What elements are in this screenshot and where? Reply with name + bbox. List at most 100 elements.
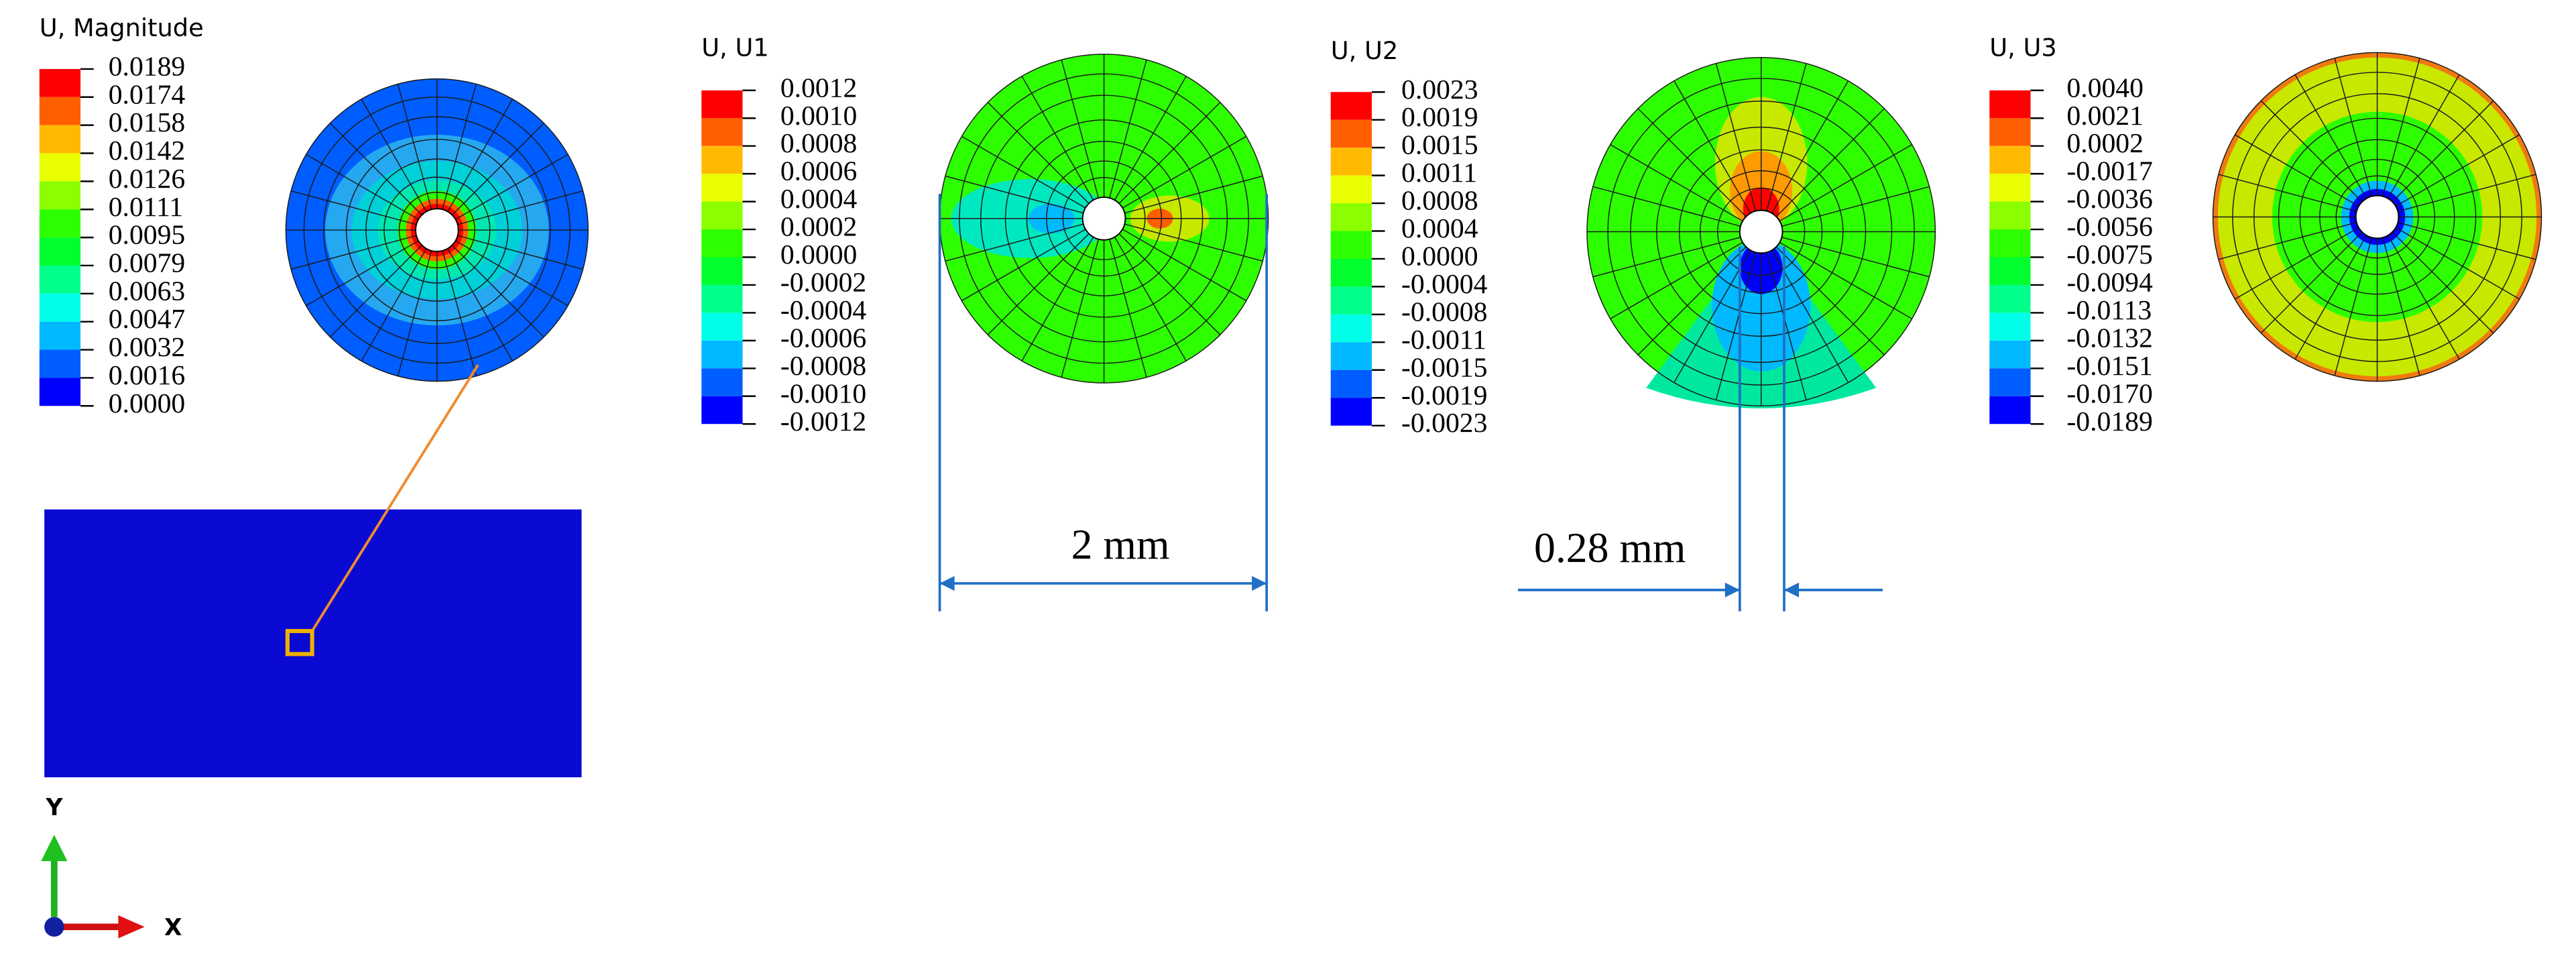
legend-label: 0.0079	[109, 248, 186, 279]
legend-label: 0.0000	[109, 388, 186, 419]
contour-plot	[939, 54, 1269, 384]
mesh-edge	[457, 235, 583, 270]
legend-label: 0.0002	[2066, 128, 2144, 159]
mesh-edge	[1674, 249, 1751, 383]
mesh-edge	[2260, 100, 2363, 203]
mesh-edge	[329, 123, 422, 216]
mesh-edge	[447, 248, 514, 361]
legend-label: 0.0019	[1401, 102, 1478, 133]
legend-swatch	[701, 146, 743, 174]
legend-swatch	[1330, 370, 1372, 398]
contour-plot	[1586, 57, 1936, 408]
mesh-edge	[1781, 186, 1930, 227]
legend-label: -0.0036	[2066, 184, 2152, 215]
mesh-edge	[442, 250, 477, 377]
mesh-edge	[1715, 252, 1757, 400]
legend-label: -0.0004	[780, 295, 867, 326]
legend-swatch	[1330, 286, 1372, 315]
mesh-edge	[290, 235, 417, 270]
mesh-edge	[361, 99, 427, 212]
zoom-box	[285, 628, 314, 657]
legend-label: 0.0000	[1401, 241, 1478, 272]
mesh-edge	[455, 154, 569, 220]
mesh-edge	[451, 245, 544, 338]
mesh-edge	[1781, 237, 1930, 278]
mesh-edge	[2234, 227, 2359, 300]
legend-swatch	[39, 293, 81, 322]
mesh-edge	[2387, 74, 2460, 199]
legend-label: -0.0012	[780, 406, 866, 437]
legend-title: U, U2	[1331, 36, 1399, 65]
legend-label: 0.0142	[109, 135, 186, 166]
legend-swatch	[1330, 231, 1372, 259]
legend-swatch	[1330, 342, 1372, 370]
mesh-edge	[1118, 233, 1221, 335]
legend-swatch	[1989, 368, 2031, 396]
mesh-edge	[1061, 239, 1100, 378]
legend-label: -0.0011	[1401, 325, 1486, 355]
legend-label: -0.0132	[2066, 323, 2152, 353]
mesh-edge	[2387, 235, 2460, 360]
legend-label: -0.0015	[1401, 352, 1487, 383]
legend-swatch	[39, 378, 81, 406]
mesh-edge	[945, 223, 1084, 262]
legend-label: 0.0008	[780, 128, 858, 159]
mesh-edge	[457, 190, 583, 225]
mesh-edge	[1779, 241, 1912, 320]
mesh-edge	[2260, 231, 2363, 334]
mesh-edge	[1122, 229, 1247, 302]
mesh-edge	[1124, 223, 1263, 262]
legend-label: 0.0126	[109, 164, 186, 194]
legend-swatch	[1989, 340, 2031, 369]
legend-title: U, Magnitude	[40, 13, 204, 42]
mesh-edge	[1021, 237, 1094, 361]
legend-swatch	[701, 368, 743, 396]
mesh-edge	[2382, 237, 2420, 376]
legend-label: 0.0023	[1401, 74, 1478, 105]
zoom-line	[310, 363, 479, 632]
mesh-edge	[2294, 74, 2367, 199]
y-axis-label: Y	[46, 794, 64, 821]
legend-label: 0.0189	[109, 51, 186, 82]
legend-label: -0.0019	[1401, 380, 1487, 411]
mesh-edge	[961, 135, 1086, 209]
legend-label: -0.0189	[2066, 406, 2152, 437]
mesh-edge	[1775, 108, 1885, 217]
legend-label: 0.0174	[109, 79, 186, 110]
legend-swatch	[39, 68, 81, 97]
legend-swatch	[39, 237, 81, 266]
mesh-edge	[987, 102, 1090, 204]
mesh-edge	[1592, 186, 1741, 227]
mesh-edge	[1124, 175, 1263, 214]
mesh-edge	[1122, 135, 1247, 209]
mesh-edge	[451, 123, 544, 216]
mesh-edge	[306, 240, 419, 306]
legend-swatch	[1330, 92, 1372, 120]
legend-swatch	[701, 257, 743, 285]
legend-label: 0.0032	[109, 332, 186, 363]
legend-swatch	[1989, 174, 2031, 202]
legend-swatch	[701, 313, 743, 341]
mesh-edge	[2334, 237, 2372, 376]
legend-swatch	[39, 181, 81, 210]
mesh-edge	[447, 99, 514, 212]
dimension-label: 0.28 mm	[1534, 524, 1686, 571]
y-axis-head	[41, 834, 68, 862]
legend-label: 0.0016	[109, 360, 186, 391]
legend-swatch	[1989, 284, 2031, 313]
mesh-edge	[961, 229, 1086, 302]
legend-label: 0.0015	[1401, 130, 1478, 161]
legend-swatch	[1330, 175, 1372, 204]
legend-label: -0.0010	[780, 378, 866, 409]
mesh-edge	[2392, 231, 2494, 334]
legend-label: 0.0010	[780, 101, 858, 131]
legend-label: -0.0008	[1401, 296, 1487, 327]
legend-label: -0.0008	[780, 351, 866, 382]
mesh-edge	[1771, 80, 1849, 214]
legend-swatch	[1330, 119, 1372, 148]
legend-label: 0.0040	[2066, 72, 2144, 103]
hole	[414, 208, 459, 252]
mesh-edge	[1114, 237, 1187, 361]
mesh-edge	[2392, 100, 2494, 203]
mesh-edge	[1061, 60, 1100, 199]
